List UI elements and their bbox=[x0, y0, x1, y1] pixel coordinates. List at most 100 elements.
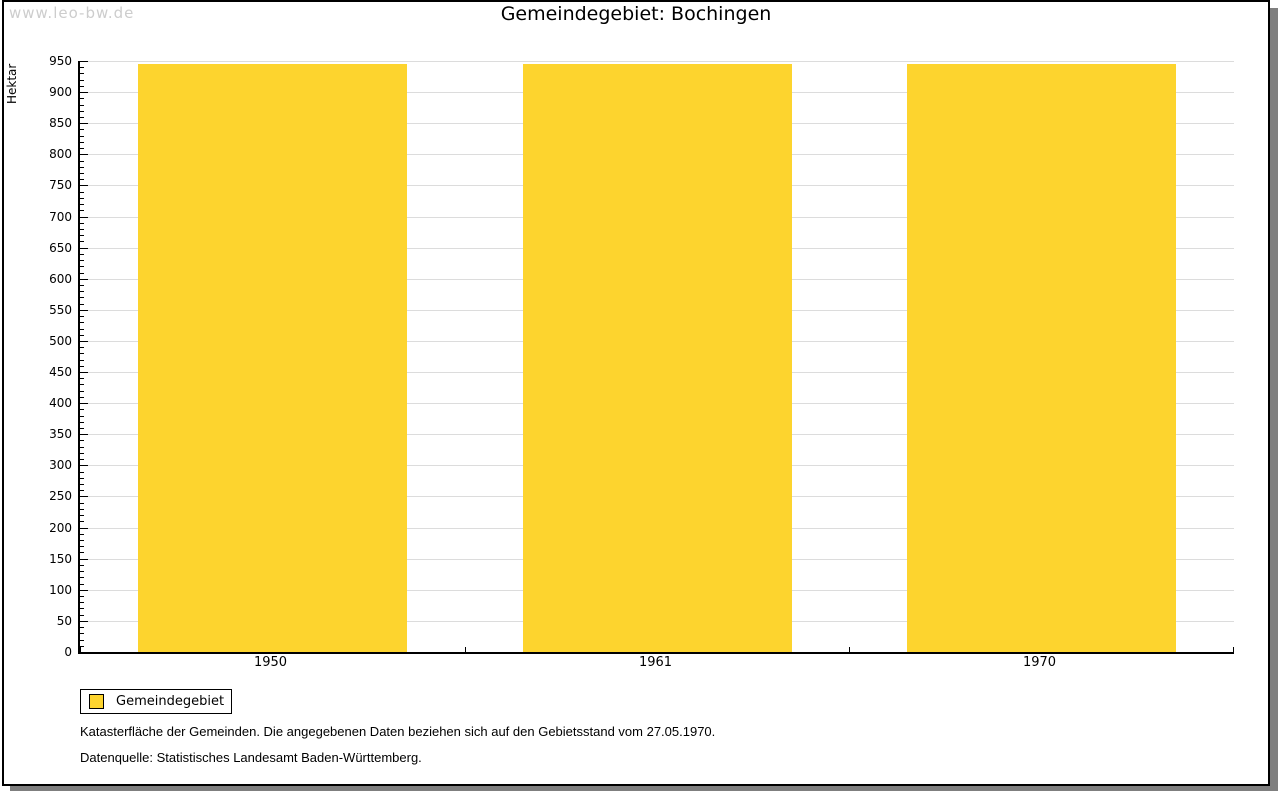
y-major-tick bbox=[80, 92, 88, 93]
y-minor-tick bbox=[80, 210, 84, 211]
chart-title: Gemeindegebiet: Bochingen bbox=[500, 3, 772, 25]
y-major-tick bbox=[80, 496, 88, 497]
y-tick-label-850: 850 bbox=[49, 116, 72, 130]
y-tick-label-600: 600 bbox=[49, 272, 72, 286]
y-minor-tick bbox=[80, 366, 84, 367]
y-minor-tick bbox=[80, 235, 84, 236]
legend-color-swatch bbox=[89, 694, 104, 709]
y-tick-label-550: 550 bbox=[49, 303, 72, 317]
y-major-tick bbox=[80, 154, 88, 155]
y-major-tick bbox=[80, 341, 88, 342]
bar-1950 bbox=[138, 63, 407, 652]
x-axis-tick bbox=[80, 647, 81, 652]
y-minor-tick bbox=[80, 198, 84, 199]
y-minor-tick bbox=[80, 304, 84, 305]
y-minor-tick bbox=[80, 627, 84, 628]
y-minor-tick bbox=[80, 503, 84, 504]
y-minor-tick bbox=[80, 453, 84, 454]
y-minor-tick bbox=[80, 440, 84, 441]
y-minor-tick bbox=[80, 291, 84, 292]
y-minor-tick bbox=[80, 136, 84, 137]
footnote-description: Katasterfläche der Gemeinden. Die angege… bbox=[80, 724, 716, 739]
y-minor-tick bbox=[80, 565, 84, 566]
y-minor-tick bbox=[80, 608, 84, 609]
y-minor-tick bbox=[80, 409, 84, 410]
y-minor-tick bbox=[80, 98, 84, 99]
legend-label: Gemeindegebiet bbox=[116, 694, 225, 709]
y-tick-label-0: 0 bbox=[64, 645, 72, 659]
x-axis-label-1970: 1970 bbox=[1022, 655, 1057, 670]
y-minor-tick bbox=[80, 111, 84, 112]
footnote-datasource: Datenquelle: Statistisches Landesamt Bad… bbox=[80, 750, 422, 765]
y-minor-tick bbox=[80, 360, 84, 361]
y-minor-tick bbox=[80, 266, 84, 267]
y-minor-tick bbox=[80, 161, 84, 162]
x-axis-label-1961: 1961 bbox=[638, 655, 673, 670]
y-minor-tick bbox=[80, 241, 84, 242]
y-minor-tick bbox=[80, 273, 84, 274]
y-minor-tick bbox=[80, 204, 84, 205]
y-minor-tick bbox=[80, 297, 84, 298]
y-tick-label-450: 450 bbox=[49, 365, 72, 379]
x-axis-label-1950: 1950 bbox=[253, 655, 288, 670]
y-minor-tick bbox=[80, 67, 84, 68]
y-major-tick bbox=[80, 403, 88, 404]
y-minor-tick bbox=[80, 223, 84, 224]
y-minor-tick bbox=[80, 646, 84, 647]
y-tick-label-50: 50 bbox=[56, 614, 72, 628]
y-minor-tick bbox=[80, 167, 84, 168]
y-major-tick bbox=[80, 185, 88, 186]
y-minor-tick bbox=[80, 615, 84, 616]
x-axis-tick bbox=[1233, 647, 1234, 652]
y-minor-tick bbox=[80, 584, 84, 585]
y-tick-label-950: 950 bbox=[49, 54, 72, 68]
y-major-tick bbox=[80, 123, 88, 124]
y-minor-tick bbox=[80, 254, 84, 255]
bar-1970 bbox=[907, 63, 1176, 652]
y-major-tick bbox=[80, 310, 88, 311]
y-minor-tick bbox=[80, 179, 84, 180]
y-minor-tick bbox=[80, 534, 84, 535]
y-tick-label-500: 500 bbox=[49, 334, 72, 348]
y-major-tick bbox=[80, 217, 88, 218]
y-minor-tick bbox=[80, 384, 84, 385]
y-minor-tick bbox=[80, 117, 84, 118]
y-tick-label-150: 150 bbox=[49, 552, 72, 566]
y-minor-tick bbox=[80, 596, 84, 597]
y-minor-tick bbox=[80, 521, 84, 522]
y-minor-tick bbox=[80, 428, 84, 429]
y-minor-tick bbox=[80, 571, 84, 572]
y-major-tick bbox=[80, 61, 88, 62]
y-major-tick bbox=[80, 279, 88, 280]
y-tick-label-650: 650 bbox=[49, 241, 72, 255]
y-major-tick bbox=[80, 248, 88, 249]
y-minor-tick bbox=[80, 515, 84, 516]
y-minor-tick bbox=[80, 329, 84, 330]
y-tick-label-300: 300 bbox=[49, 458, 72, 472]
y-tick-label-350: 350 bbox=[49, 427, 72, 441]
y-minor-tick bbox=[80, 447, 84, 448]
y-minor-tick bbox=[80, 640, 84, 641]
y-minor-tick bbox=[80, 391, 84, 392]
y-minor-tick bbox=[80, 173, 84, 174]
y-major-tick bbox=[80, 528, 88, 529]
y-minor-tick bbox=[80, 459, 84, 460]
y-major-tick bbox=[80, 559, 88, 560]
y-minor-tick bbox=[80, 316, 84, 317]
y-minor-tick bbox=[80, 577, 84, 578]
y-minor-tick bbox=[80, 335, 84, 336]
y-major-tick bbox=[80, 434, 88, 435]
y-minor-tick bbox=[80, 192, 84, 193]
y-tick-label-800: 800 bbox=[49, 147, 72, 161]
legend: Gemeindegebiet bbox=[80, 689, 232, 714]
y-tick-label-250: 250 bbox=[49, 489, 72, 503]
y-minor-tick bbox=[80, 490, 84, 491]
y-minor-tick bbox=[80, 633, 84, 634]
y-minor-tick bbox=[80, 472, 84, 473]
y-minor-tick bbox=[80, 353, 84, 354]
y-minor-tick bbox=[80, 378, 84, 379]
y-minor-tick bbox=[80, 80, 84, 81]
y-minor-tick bbox=[80, 397, 84, 398]
y-major-tick bbox=[80, 621, 88, 622]
